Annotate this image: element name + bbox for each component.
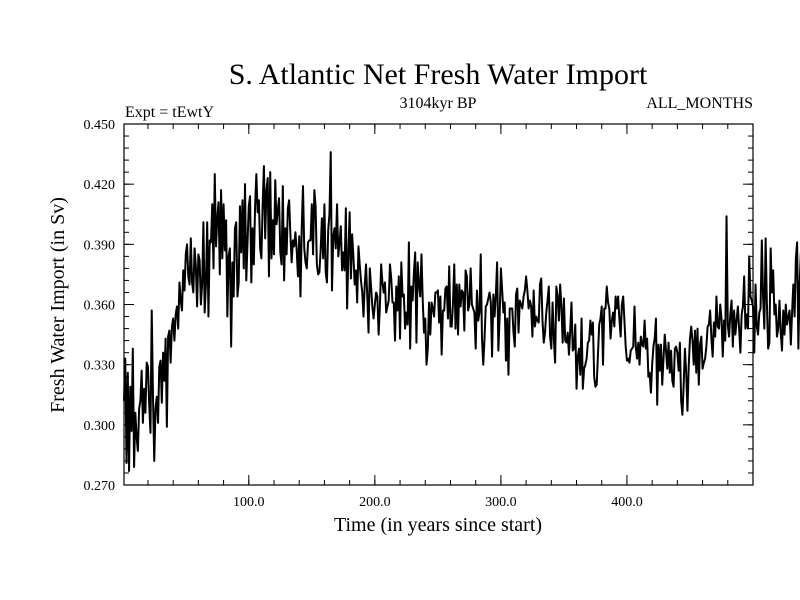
x-tick-label: 400.0 bbox=[611, 495, 643, 510]
series-line bbox=[123, 151, 800, 472]
x-tick-label: 100.0 bbox=[233, 495, 265, 510]
x-axis-label: Time (in years since start) bbox=[334, 514, 542, 536]
period-label: 3104kyr BP bbox=[400, 95, 477, 112]
y-tick-label: 0.360 bbox=[84, 299, 116, 314]
chart-title: S. Atlantic Net Fresh Water Import bbox=[229, 58, 648, 91]
experiment-label: Expt = tEwtY bbox=[125, 104, 214, 121]
y-tick-label: 0.420 bbox=[84, 178, 116, 193]
y-tick-labels: 0.270 0.300 0.330 0.360 0.390 0.420 0.450 bbox=[84, 118, 116, 494]
x-tick-labels: 100.0 200.0 300.0 400.0 bbox=[233, 495, 643, 510]
y-tick-label: 0.450 bbox=[84, 118, 116, 133]
axis-ticks bbox=[124, 123, 753, 486]
y-tick-label: 0.330 bbox=[84, 359, 116, 374]
y-tick-label: 0.300 bbox=[84, 419, 116, 434]
y-tick-label: 0.390 bbox=[84, 238, 116, 253]
y-axis-label: Fresh Water Import (in Sv) bbox=[47, 197, 69, 413]
x-tick-label: 300.0 bbox=[485, 495, 517, 510]
months-label: ALL_MONTHS bbox=[646, 95, 753, 112]
x-tick-label: 200.0 bbox=[359, 495, 391, 510]
y-tick-label: 0.270 bbox=[84, 479, 116, 494]
plot-frame bbox=[123, 123, 754, 486]
